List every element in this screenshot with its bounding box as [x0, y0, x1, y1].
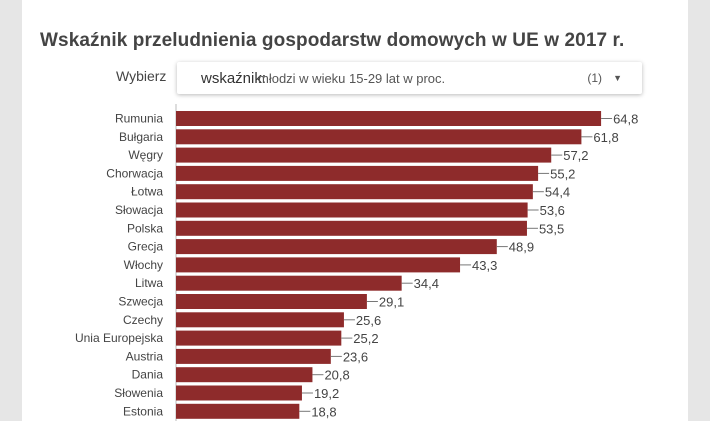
value-label: 43,3 — [472, 258, 497, 273]
category-label: Polska — [127, 221, 163, 235]
value-label: 20,8 — [324, 368, 349, 383]
value-label: 55,2 — [550, 166, 575, 181]
indicator-dropdown[interactable]: wskaźnik: młodzi w wieku 15-29 lat w pro… — [177, 62, 642, 94]
value-label: 61,8 — [593, 130, 618, 145]
value-label: 54,4 — [545, 185, 570, 200]
category-label: Włochy — [124, 258, 163, 272]
bar[interactable] — [176, 403, 300, 419]
category-label: Bułgaria — [119, 130, 163, 144]
value-label: 25,2 — [353, 331, 378, 346]
bar[interactable] — [176, 367, 313, 383]
category-label: Austria — [126, 349, 164, 363]
dropdown-value: młodzi w wieku 15-29 lat w proc. — [258, 71, 446, 86]
category-label: Szwecja — [118, 295, 163, 309]
bar[interactable] — [176, 275, 402, 291]
dropdown-key: wskaźnik: — [201, 70, 267, 87]
bar[interactable] — [176, 165, 539, 181]
bar[interactable] — [176, 330, 342, 346]
bar[interactable] — [176, 147, 552, 163]
bar[interactable] — [176, 257, 461, 273]
value-label: 23,6 — [343, 349, 368, 364]
category-label: Unia Europejska — [75, 331, 163, 345]
category-label: Chorwacja — [106, 166, 163, 180]
select-label: Wybierz — [116, 68, 167, 84]
value-label: 25,6 — [356, 313, 381, 328]
dropdown-arrow-icon: ▼ — [613, 73, 622, 83]
value-label: 53,5 — [539, 221, 564, 236]
category-label: Słowenia — [114, 386, 163, 400]
value-label: 57,2 — [563, 148, 588, 163]
category-label: Litwa — [135, 276, 163, 290]
category-label: Dania — [132, 368, 164, 382]
chart-title: Wskaźnik przeludnienia gospodarstw domow… — [40, 30, 625, 51]
category-label: Węgry — [128, 148, 163, 162]
bar[interactable] — [176, 348, 331, 364]
category-label: Grecja — [128, 240, 164, 254]
left-margin — [0, 0, 22, 421]
value-label: 53,6 — [540, 203, 565, 218]
bar[interactable] — [176, 202, 528, 218]
dropdown-count: (1) — [587, 71, 602, 85]
value-label: 34,4 — [414, 276, 439, 291]
bar[interactable] — [176, 294, 367, 309]
value-label: 19,2 — [314, 386, 339, 401]
category-label: Estonia — [123, 404, 163, 418]
category-label: Czechy — [123, 313, 163, 327]
bar[interactable] — [176, 184, 533, 200]
bar[interactable] — [176, 129, 582, 145]
category-label: Słowacja — [115, 203, 163, 217]
value-label: 48,9 — [509, 240, 534, 255]
bar[interactable] — [176, 111, 602, 126]
bar[interactable] — [176, 312, 344, 328]
bar[interactable] — [176, 385, 302, 401]
value-label: 18,8 — [311, 404, 336, 419]
right-margin — [688, 0, 710, 421]
value-label: 29,1 — [379, 295, 404, 310]
bar[interactable] — [176, 220, 527, 236]
category-label: Łotwa — [131, 185, 163, 199]
category-label: Rumunia — [115, 112, 163, 126]
value-label: 64,8 — [613, 112, 638, 127]
bar[interactable] — [176, 239, 497, 255]
